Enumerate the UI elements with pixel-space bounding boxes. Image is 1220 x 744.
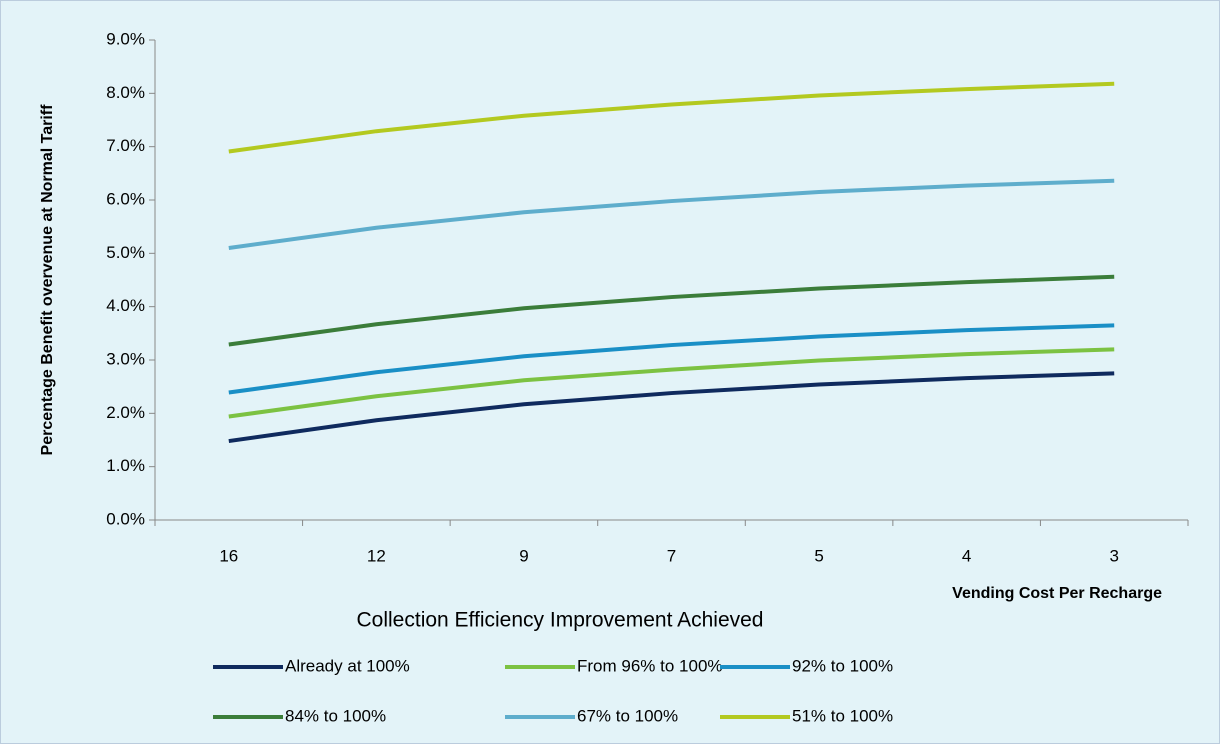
legend-label: Already at 100% xyxy=(285,656,410,675)
y-tick-label: 5.0% xyxy=(106,243,145,262)
legend-label: From 96% to 100% xyxy=(577,656,723,675)
series-line xyxy=(228,371,1115,444)
y-tick-label: 8.0% xyxy=(106,83,145,102)
legend-title: Collection Efficiency Improvement Achiev… xyxy=(357,609,764,632)
x-tick-label: 5 xyxy=(814,546,823,565)
x-axis-label: Vending Cost Per Recharge xyxy=(952,585,1162,602)
x-tick-label: 7 xyxy=(667,546,676,565)
legend-label: 92% to 100% xyxy=(792,656,893,675)
y-tick-label: 6.0% xyxy=(106,189,145,208)
y-tick-label: 0.0% xyxy=(106,509,145,528)
x-tick-label: 16 xyxy=(219,546,238,565)
series-line xyxy=(228,81,1115,154)
y-axis-label: Percentage Benefit overvenue at Normal T… xyxy=(39,104,56,456)
x-tick-label: 3 xyxy=(1109,546,1118,565)
x-tick-label: 9 xyxy=(519,546,528,565)
y-tick-label: 4.0% xyxy=(106,296,145,315)
y-tick-label: 1.0% xyxy=(106,456,145,475)
y-tick-label: 3.0% xyxy=(106,349,145,368)
y-tick-label: 7.0% xyxy=(106,136,145,155)
series-line xyxy=(228,178,1115,250)
series-line xyxy=(228,323,1115,395)
y-tick-label: 2.0% xyxy=(106,403,145,422)
legend-label: 84% to 100% xyxy=(285,706,386,725)
series-line xyxy=(228,274,1115,347)
legend-label: 67% to 100% xyxy=(577,706,678,725)
series-line xyxy=(228,347,1115,419)
x-tick-label: 12 xyxy=(367,546,386,565)
x-tick-label: 4 xyxy=(962,546,971,565)
legend-label: 51% to 100% xyxy=(792,706,893,725)
y-tick-label: 9.0% xyxy=(106,29,145,48)
